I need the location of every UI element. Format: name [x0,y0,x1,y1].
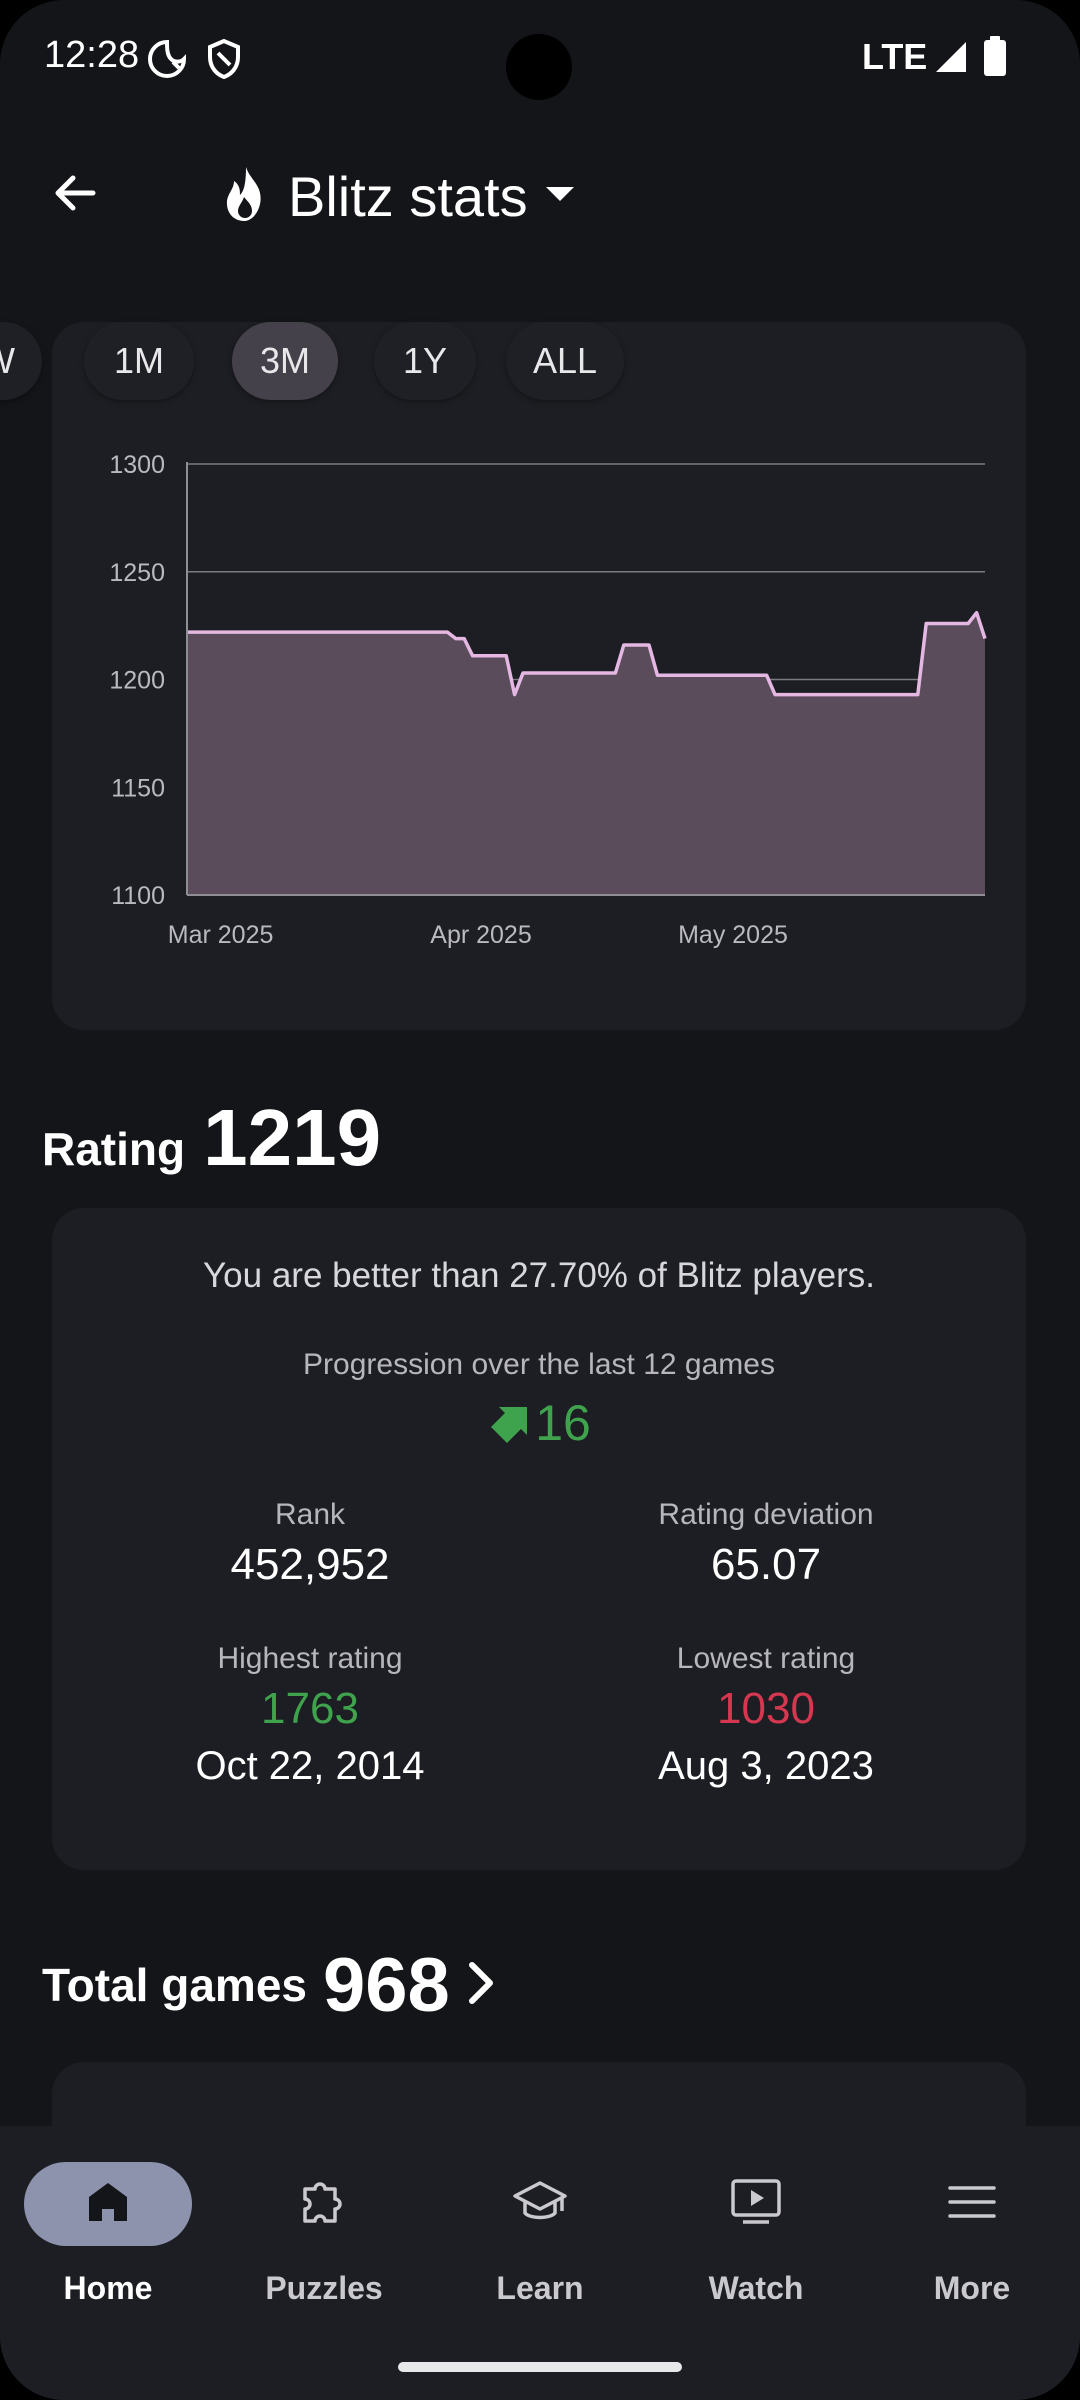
nav-home-label: Home [63,2270,153,2306]
nav-home-indicator [24,2162,192,2246]
highest-rating-stat: Highest rating 1763 Oct 22, 2014 [82,1642,538,1789]
nav-more-indicator [888,2162,1056,2246]
puzzle-icon [297,2175,351,2234]
nav-more[interactable]: More [864,2162,1080,2322]
range-tab-1m[interactable]: 1M [84,322,194,400]
signal-icon [934,40,968,79]
bottom-nav: Home Puzzles Learn Watc [0,2126,1080,2400]
moon-badge-icon [146,38,188,85]
nav-learn-indicator [456,2162,624,2246]
front-camera [506,34,572,100]
deviation-value: 65.07 [710,1540,822,1589]
home-icon [85,2179,131,2230]
lowest-rating-label: Lowest rating [676,1642,856,1675]
progression-value: 16 [535,1395,591,1451]
menu-icon [947,2182,997,2227]
highest-rating-value: 1763 [261,1684,359,1733]
rank-label: Rank [274,1498,346,1531]
back-arrow-icon [51,169,99,222]
y-tick-label: 1250 [109,559,165,587]
nav-watch-indicator [672,2162,840,2246]
network-type: LTE [862,36,928,77]
rating-label: Rating [42,1123,186,1175]
home-gesture-bar [398,2362,682,2372]
deviation-stat: Rating deviation 65.07 [538,1498,994,1590]
x-tick-label: Apr 2025 [430,921,531,949]
y-tick-label: 1200 [109,667,165,695]
progression: 16 [52,1394,1026,1452]
chevron-right-icon [466,1960,496,2011]
range-tab-3m[interactable]: 3M [232,322,338,400]
y-tick-label: 1150 [111,774,165,802]
rating-area [187,612,985,895]
trend-up-arrow-icon [487,1399,531,1448]
nav-more-label: More [933,2270,1011,2306]
nav-watch-label: Watch [708,2270,804,2306]
play-screen-icon [729,2177,783,2232]
percentile-text: You are better than 27.70% of Blitz play… [203,1256,875,1295]
rating-header: Rating 1219 [42,1092,381,1182]
lowest-rating-stat: Lowest rating 1030 Aug 3, 2023 [538,1642,994,1789]
nav-watch[interactable]: Watch [648,2162,864,2322]
graduation-cap-icon [512,2177,568,2232]
range-tab-all[interactable]: ALL [506,322,624,400]
total-games-value: 968 [323,1942,450,2028]
nav-puzzles[interactable]: Puzzles [216,2162,432,2322]
highest-rating-date: Oct 22, 2014 [195,1744,425,1788]
y-tick-label: 1100 [111,882,165,910]
total-games-label: Total games [42,1959,307,2011]
rating-line [187,610,987,697]
shield-icon [206,38,242,85]
progression-label: Progression over the last 12 games [303,1348,775,1381]
lowest-rating-value: 1030 [717,1684,815,1733]
deviation-label: Rating deviation [658,1498,874,1531]
rating-value: 1219 [203,1093,382,1182]
battery-icon [984,36,1006,81]
range-tab-1y[interactable]: 1Y [374,322,476,400]
x-tick-label: May 2025 [678,921,788,949]
x-tick-label: Mar 2025 [168,921,274,949]
nav-learn[interactable]: Learn [432,2162,648,2322]
back-button[interactable] [40,160,110,230]
y-tick-label: 1300 [109,451,165,479]
rank-value: 452,952 [230,1540,390,1589]
app-bar: Blitz stats [0,150,1080,240]
range-tab-1w[interactable]: 1W [0,322,42,400]
stats-card: You are better than 27.70% of Blitz play… [52,1208,1026,1870]
fire-icon [220,165,272,228]
nav-puzzles-indicator [240,2162,408,2246]
nav-puzzles-label: Puzzles [265,2270,383,2306]
dropdown-caret-icon [544,184,576,209]
nav-learn-label: Learn [496,2270,584,2306]
status-time: 12:28 [44,34,140,76]
page-title: Blitz stats [288,164,528,228]
status-bar: 12:28 LTE [0,0,1080,120]
highest-rating-label: Highest rating [217,1642,403,1675]
nav-home[interactable]: Home [0,2162,216,2322]
lowest-rating-date: Aug 3, 2023 [658,1744,874,1788]
rank-stat: Rank 452,952 [82,1498,538,1590]
perf-selector[interactable]: Blitz stats [220,158,576,234]
total-games-link[interactable]: Total games 968 [42,1940,496,2030]
